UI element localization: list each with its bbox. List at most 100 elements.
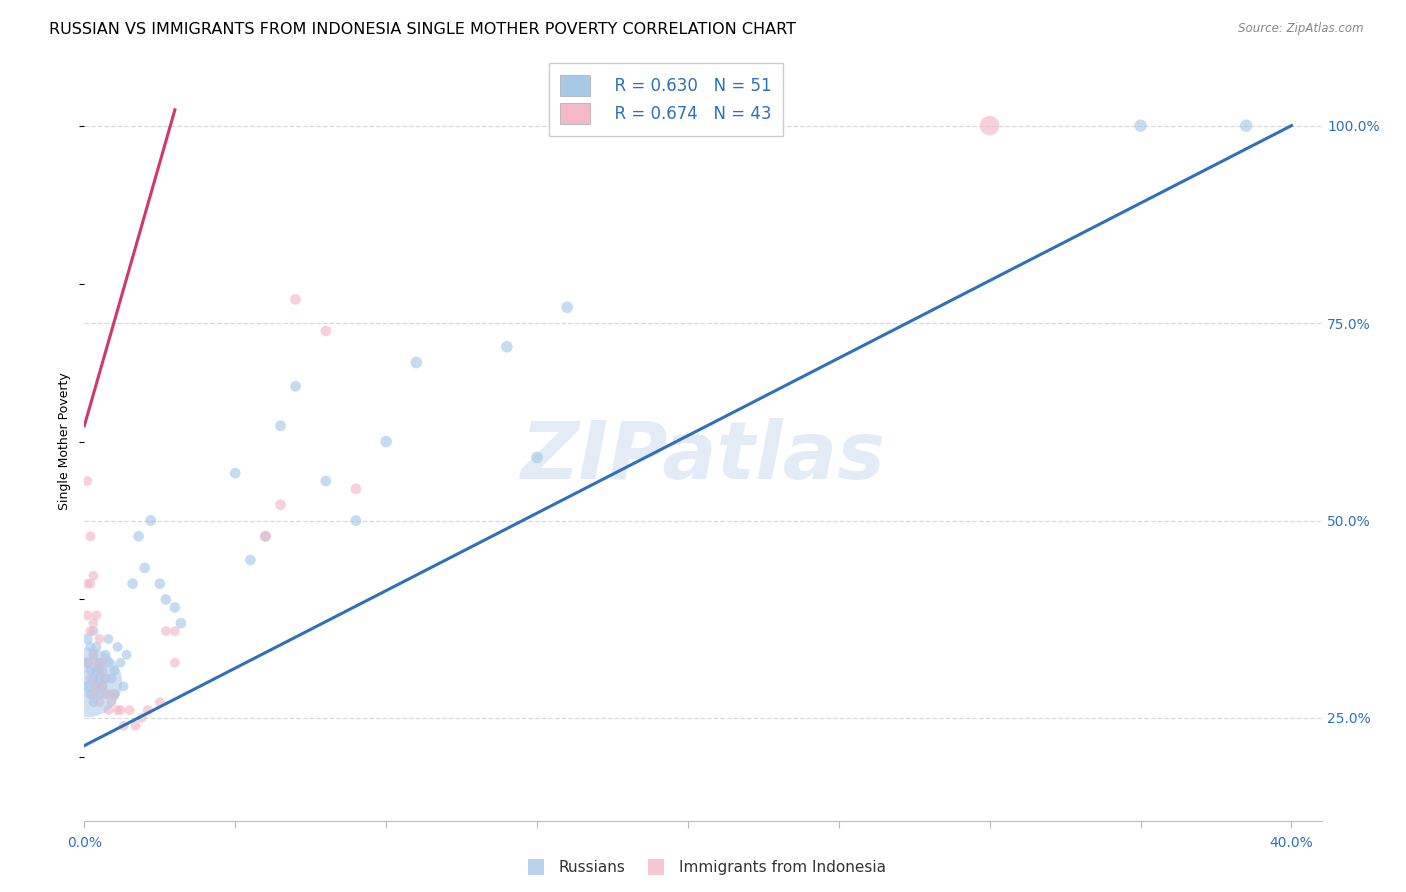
Point xyxy=(163,600,186,615)
Point xyxy=(315,324,337,338)
Point xyxy=(270,498,292,512)
Point xyxy=(100,695,122,709)
Point xyxy=(89,687,111,701)
Point xyxy=(1234,119,1257,133)
Point xyxy=(110,656,132,670)
Point xyxy=(170,616,193,631)
Point xyxy=(254,529,277,543)
Point xyxy=(86,679,108,693)
Point xyxy=(131,711,153,725)
Point xyxy=(86,664,108,678)
Point xyxy=(136,703,159,717)
Point xyxy=(79,664,101,678)
Point xyxy=(139,514,162,528)
Legend: Russians, Immigrants from Indonesia: Russians, Immigrants from Indonesia xyxy=(516,855,890,880)
Point xyxy=(100,672,122,686)
Point xyxy=(94,648,117,662)
Point xyxy=(526,450,548,465)
Point xyxy=(86,656,108,670)
Point xyxy=(91,679,114,693)
Point xyxy=(405,355,427,369)
Legend:   R = 0.630   N = 51,   R = 0.674   N = 43: R = 0.630 N = 51, R = 0.674 N = 43 xyxy=(548,63,783,136)
Point xyxy=(103,664,125,678)
Point xyxy=(315,474,337,488)
Point xyxy=(149,695,172,709)
Text: ZIPatlas: ZIPatlas xyxy=(520,417,886,496)
Point xyxy=(155,624,177,639)
Point xyxy=(284,379,307,393)
Point xyxy=(89,672,111,686)
Point xyxy=(82,687,104,701)
Point xyxy=(97,656,120,670)
Point xyxy=(149,576,172,591)
Point xyxy=(91,656,114,670)
Point xyxy=(121,576,143,591)
Point xyxy=(97,703,120,717)
Point xyxy=(89,664,111,678)
Point xyxy=(79,529,101,543)
Point xyxy=(76,632,98,646)
Point xyxy=(76,576,98,591)
Point xyxy=(163,656,186,670)
Point xyxy=(79,640,101,654)
Point xyxy=(107,703,129,717)
Point xyxy=(89,632,111,646)
Point xyxy=(91,664,114,678)
Point xyxy=(134,561,156,575)
Point xyxy=(89,656,111,670)
Point xyxy=(163,624,186,639)
Point xyxy=(82,672,104,686)
Point xyxy=(76,679,98,693)
Point xyxy=(82,648,104,662)
Point xyxy=(254,529,277,543)
Point xyxy=(89,695,111,709)
Point xyxy=(239,553,262,567)
Point xyxy=(94,672,117,686)
Point xyxy=(495,340,517,354)
Point xyxy=(76,675,98,690)
Point xyxy=(94,687,117,701)
Point xyxy=(76,608,98,623)
Point xyxy=(79,687,101,701)
Point xyxy=(91,679,114,693)
Point xyxy=(344,482,367,496)
Point xyxy=(76,474,98,488)
Point xyxy=(155,592,177,607)
Point xyxy=(110,703,132,717)
Text: Source: ZipAtlas.com: Source: ZipAtlas.com xyxy=(1239,22,1364,36)
Point xyxy=(115,648,138,662)
Point xyxy=(94,672,117,686)
Point xyxy=(97,632,120,646)
Point xyxy=(107,640,129,654)
Point xyxy=(86,679,108,693)
Point xyxy=(82,648,104,662)
Point xyxy=(86,640,108,654)
Point xyxy=(82,616,104,631)
Point xyxy=(375,434,398,449)
Point xyxy=(76,656,98,670)
Point xyxy=(118,703,141,717)
Point xyxy=(112,679,135,693)
Point xyxy=(224,466,246,480)
Point xyxy=(1129,119,1152,133)
Point xyxy=(79,672,101,686)
Point xyxy=(344,514,367,528)
Y-axis label: Single Mother Poverty: Single Mother Poverty xyxy=(58,373,72,510)
Point xyxy=(86,608,108,623)
Point xyxy=(555,300,578,314)
Point xyxy=(79,624,101,639)
Point xyxy=(103,687,125,701)
Point xyxy=(270,418,292,433)
Point xyxy=(82,624,104,639)
Point xyxy=(284,293,307,307)
Text: RUSSIAN VS IMMIGRANTS FROM INDONESIA SINGLE MOTHER POVERTY CORRELATION CHART: RUSSIAN VS IMMIGRANTS FROM INDONESIA SIN… xyxy=(49,22,796,37)
Point xyxy=(979,119,1001,133)
Point xyxy=(97,687,120,701)
Point xyxy=(103,687,125,701)
Point xyxy=(76,656,98,670)
Point xyxy=(79,576,101,591)
Point xyxy=(128,529,150,543)
Point xyxy=(112,719,135,733)
Point xyxy=(82,695,104,709)
Point xyxy=(124,719,146,733)
